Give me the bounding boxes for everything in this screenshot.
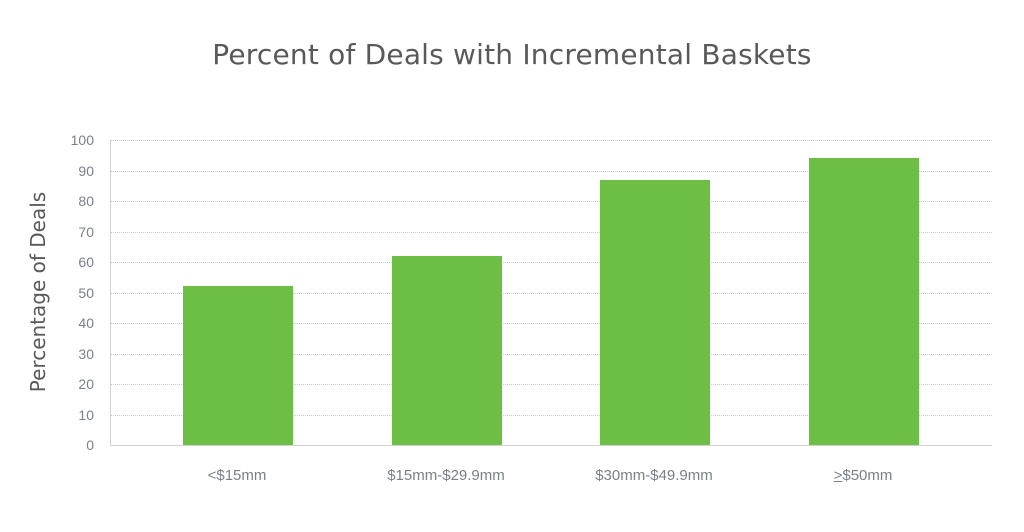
y-tick: 30 (78, 345, 94, 362)
gridline (111, 292, 992, 294)
y-tick: 90 (78, 162, 94, 179)
y-tick: 20 (78, 376, 94, 392)
x-label-lt-15mm: <$15mm (207, 467, 267, 484)
y-tick: 0 (86, 437, 94, 453)
x-label-gte-50mm-text: $50mm (842, 467, 893, 484)
gte-symbol: > (833, 467, 843, 484)
gridline (111, 231, 992, 233)
x-label-gte-50mm: >$50mm (763, 467, 963, 484)
plot-area (110, 140, 992, 446)
y-tick: 60 (78, 254, 94, 270)
gridline (111, 353, 992, 355)
y-tick: 50 (78, 284, 94, 301)
y-tick: 40 (78, 315, 94, 331)
bar-gte-50mm (809, 158, 919, 445)
bar-15-29.9mm (392, 255, 502, 445)
gridline (111, 323, 992, 324)
y-tick: 100 (70, 132, 94, 148)
x-label-15-29.9mm: $15mm-$29.9mm (387, 467, 505, 484)
y-axis-label: Percentage of Deals (26, 191, 50, 393)
y-tick: 80 (78, 193, 94, 209)
x-label-30-49.9mm: $30mm-$49.9mm (595, 467, 713, 484)
chart-title: Percent of Deals with Incremental Basket… (212, 38, 812, 71)
gridline (111, 262, 992, 263)
y-tick: 10 (78, 406, 94, 423)
y-tick: 70 (78, 223, 94, 240)
gridline (111, 170, 992, 172)
bar-30-49.9mm (600, 179, 710, 445)
gridline (111, 140, 992, 141)
gridline (111, 201, 992, 202)
gridline (111, 384, 992, 385)
gridline (111, 414, 992, 416)
bar-lt-15mm (183, 286, 293, 445)
